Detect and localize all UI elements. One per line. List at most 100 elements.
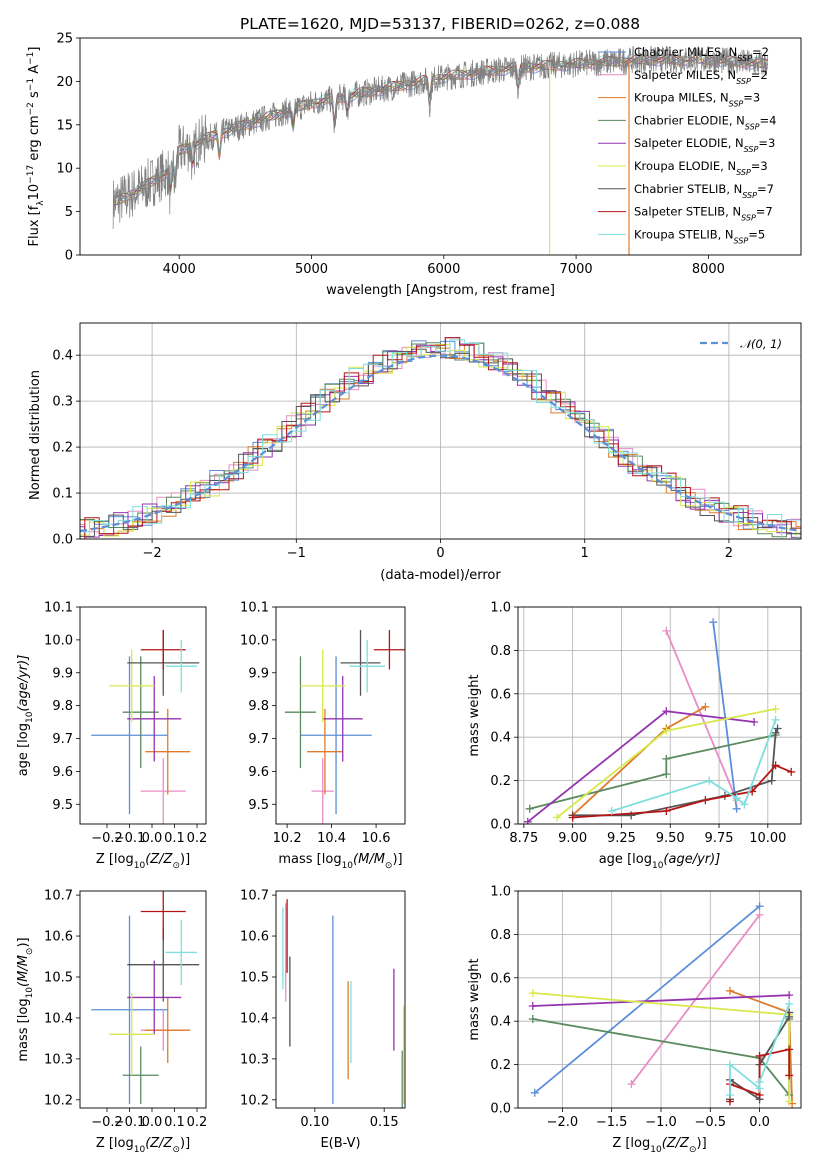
y-tick-label: 0.4	[52, 349, 73, 364]
label-part: )]	[697, 1136, 707, 1151]
label-part: )]	[180, 1136, 190, 1151]
mass-weight-marker	[755, 902, 764, 911]
legend-sub: SSP	[744, 145, 759, 154]
label-part: 10	[650, 1145, 662, 1155]
mass-weight-line	[532, 994, 790, 1007]
weight-age-y-axis-label: mass weight	[467, 674, 482, 756]
legend-sub: SSP	[745, 122, 760, 131]
spectrum-plot-area	[112, 45, 769, 255]
legend-text: Chabrier STELIB, N	[634, 182, 742, 196]
spectrum-x-axis-label: wavelength [Angstrom, rest frame]	[326, 283, 555, 298]
y-tick-label: 9.5	[52, 798, 73, 813]
legend-text: Salpeter STELIB, N	[634, 205, 741, 219]
label-part: −1	[26, 52, 36, 65]
x-tick-label: 0.15	[370, 1115, 399, 1130]
legend-text: Kroupa STELIB, N	[634, 227, 734, 241]
y-tick-label: 0.0	[490, 1102, 511, 1117]
x-tick-label: 9.50	[656, 831, 685, 846]
legend-count: =2	[752, 45, 769, 59]
spectrum-y-axis-label: Flux [fλ10−17 erg cm−2 s−1 A−1]	[26, 47, 46, 247]
mass-weight-marker	[701, 796, 710, 805]
legend-entry: Kroupa MILES, NSSP=3	[634, 91, 760, 109]
legend-text: Kroupa MILES, N	[634, 91, 729, 105]
label-part: (Z/Z	[662, 1136, 690, 1151]
axes-frame	[79, 37, 802, 256]
label-part: age [log	[16, 723, 31, 776]
y-tick-label: 10.7	[44, 889, 73, 904]
x-tick-label: 4000	[163, 262, 196, 277]
legend-text: Salpeter MILES, N	[634, 68, 736, 82]
y-tick-label: 1.0	[490, 601, 511, 616]
x-tick-label: −0.2	[91, 831, 123, 846]
x-tick-label: 1	[581, 546, 589, 561]
label-part: 10	[25, 711, 35, 723]
label-part: age [log	[599, 852, 652, 867]
resid-plot-area	[80, 337, 801, 539]
mass-weight-marker	[726, 986, 735, 995]
mass-weight-marker	[785, 1071, 794, 1080]
y-tick-label: 9.9	[52, 666, 73, 681]
axes-frame	[275, 890, 406, 1109]
mass-weight-marker	[785, 1045, 794, 1054]
x-tick-label: 9.75	[705, 831, 734, 846]
axes-frame	[79, 890, 207, 1109]
legend-count: =3	[758, 136, 775, 150]
y-tick-label: 0.4	[490, 731, 511, 746]
x-tick-label: −1.5	[596, 1115, 628, 1130]
label-part: Z [log	[612, 1136, 650, 1151]
x-tick-label: 8.75	[509, 831, 538, 846]
x-tick-label: 10.4	[317, 831, 346, 846]
mass-weight-marker	[773, 724, 782, 733]
x-tick-label: 0.0	[142, 1115, 163, 1130]
label-part: Flux [f	[27, 205, 42, 246]
mass-weight-line	[529, 734, 776, 810]
weight-Z-x-axis-label: Z [log10(Z/Z⊙)]	[612, 1136, 706, 1155]
residual-x-axis-label: (data-model)/error	[380, 568, 501, 583]
mass-weight-marker	[755, 910, 764, 919]
legend-entry: Kroupa STELIB, NSSP=5	[634, 227, 765, 245]
mass-weight-marker	[705, 776, 714, 785]
x-tick-label: 0	[436, 546, 444, 561]
x-tick-label: 0.10	[300, 1115, 329, 1130]
mass-Z-x-axis-label: Z [log10(Z/Z⊙)]	[96, 1136, 190, 1155]
legend-sub: SSP	[736, 76, 751, 85]
y-tick-label: 9.6	[52, 765, 73, 780]
x-tick-label: 10.00	[749, 831, 786, 846]
x-tick-label: 0.1	[164, 831, 185, 846]
legend-count: =5	[748, 227, 765, 241]
x-tick-label: 0.0	[142, 831, 163, 846]
x-tick-label: 10.6	[362, 831, 391, 846]
y-tick-label: 0.2	[490, 1058, 511, 1073]
figure-title: PLATE=1620, MJD=53137, FIBERID=0262, z=0…	[240, 15, 640, 33]
mass-weight-marker	[755, 1051, 764, 1060]
label-part: ⊙	[172, 861, 180, 871]
y-tick-label: 10.5	[240, 970, 269, 985]
mass-weight-line	[534, 905, 761, 1094]
y-tick-label: 0.0	[490, 818, 511, 833]
mass-weight-marker	[732, 804, 741, 813]
x-tick-label: −1	[287, 546, 306, 561]
mass-weight-marker	[662, 707, 671, 716]
y-tick-label: 0.1	[52, 487, 73, 502]
normal-reference-curve	[80, 354, 801, 532]
mass-weight-marker	[740, 800, 749, 809]
y-tick-label: 9.9	[248, 666, 269, 681]
axes-frame	[517, 890, 802, 1109]
age-Z-y-axis-label: age [log10(age/yr)]	[16, 655, 35, 777]
y-tick-label: 0.6	[490, 687, 511, 702]
residual-histogram	[80, 339, 801, 539]
label-part: ⊙	[689, 1145, 697, 1155]
x-tick-label: 10.2	[273, 831, 302, 846]
y-tick-label: 15	[56, 118, 73, 133]
label-part: (age/yr)]	[663, 852, 720, 867]
label-part: 10	[134, 1145, 146, 1155]
y-tick-label: 9.5	[248, 798, 269, 813]
y-tick-label: 0.8	[490, 928, 511, 943]
label-part: )]	[16, 937, 31, 947]
age-Z-x-axis-label: Z [log10(Z/Z⊙)]	[96, 852, 190, 871]
mass-weight-marker	[627, 1080, 636, 1089]
legend-sub: SSP	[742, 190, 757, 199]
x-tick-label: −1.0	[645, 1115, 677, 1130]
label-part: ⊙	[385, 861, 393, 871]
